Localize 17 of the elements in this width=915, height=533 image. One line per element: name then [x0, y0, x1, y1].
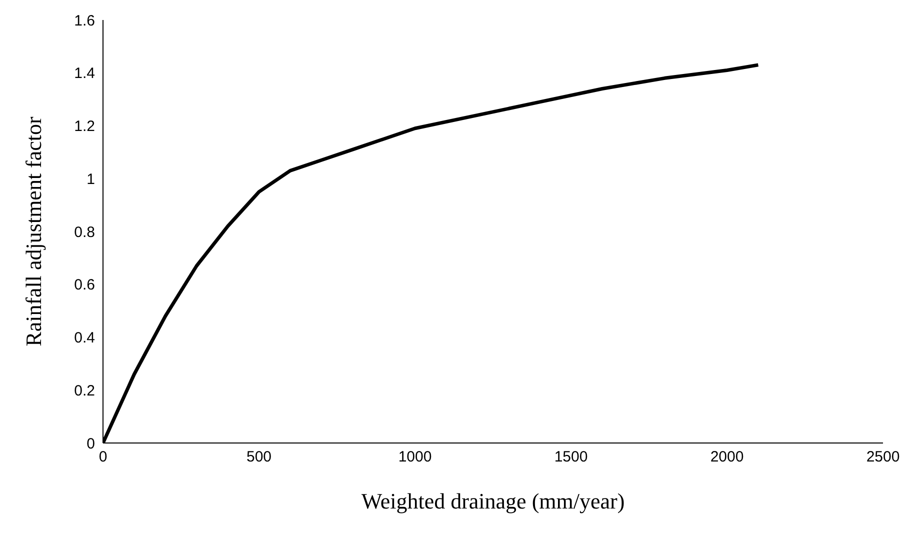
- y-tick-label: 1.6: [74, 12, 95, 30]
- y-tick-label: 1.2: [74, 118, 95, 136]
- x-tick-label: 1000: [398, 448, 432, 466]
- y-tick-label: 1.4: [74, 65, 95, 82]
- y-tick-label: 0.6: [74, 276, 95, 294]
- x-tick-label: 2000: [710, 448, 744, 466]
- x-tick-label: 500: [246, 448, 272, 466]
- y-tick-label: 0.2: [74, 382, 95, 400]
- y-tick-label: 1: [86, 170, 95, 188]
- x-tick-label: 0: [98, 448, 108, 466]
- y-axis-title: Rainfall adjustment factor: [20, 116, 46, 346]
- y-tick-label: 0.4: [74, 330, 95, 347]
- x-tick-label: 2500: [866, 448, 900, 466]
- y-tick-label: 0.8: [74, 224, 95, 241]
- x-tick-label: 1500: [554, 448, 588, 466]
- y-tick-label: 0: [86, 435, 95, 452]
- x-axis-title: Weighted drainage (mm/year): [361, 488, 625, 514]
